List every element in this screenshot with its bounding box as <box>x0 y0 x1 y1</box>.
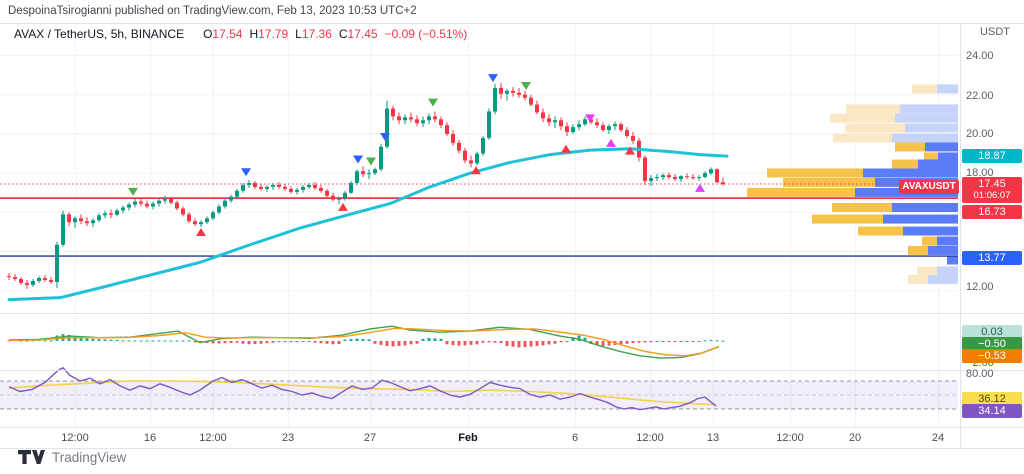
signal-markers <box>128 74 705 236</box>
gridlines <box>0 23 958 427</box>
high-label: H <box>249 27 259 41</box>
tradingview-logo-icon[interactable] <box>18 450 45 465</box>
price-badge: 0.03 <box>962 325 1022 339</box>
time-tick-label: 16 <box>143 432 157 444</box>
close-label: C <box>338 27 348 41</box>
red-up-marker <box>625 146 635 155</box>
time-tick-label: 12:00 <box>61 432 89 444</box>
price-badge: 36.12 <box>962 392 1022 406</box>
level-lines <box>0 183 958 257</box>
price-badge: −0.53 <box>962 349 1022 363</box>
red-up-marker <box>338 202 348 211</box>
magenta-up-marker <box>606 138 616 147</box>
time-tick-label: 20 <box>848 432 862 444</box>
footer: TradingView <box>18 450 126 465</box>
close-value: 17.45 <box>347 27 378 41</box>
time-tick-label: Feb <box>458 432 478 444</box>
macd-pane <box>7 325 725 359</box>
price-tick-label: 20.00 <box>966 128 994 140</box>
time-tick-label: 24 <box>931 432 945 444</box>
rsi-pane <box>8 366 717 411</box>
price-badge: 17.45 01:06:07 <box>962 177 1022 203</box>
pane-separators <box>0 23 1024 449</box>
green-down-marker <box>428 98 438 107</box>
price-badge: 16.73 <box>962 205 1022 219</box>
time-tick-label: 12:00 <box>636 432 664 444</box>
countdown-timer: 01:06:07 <box>973 190 1011 201</box>
legend: AVAX / TetherUS, 5h, BINANCE O17.54 H17.79… <box>14 27 467 41</box>
symbol-title[interactable]: AVAX / TetherUS, 5h, BINANCE <box>14 27 185 41</box>
green-down-marker <box>366 157 376 166</box>
red-up-marker <box>561 144 571 153</box>
time-tick-label: 12:00 <box>199 432 227 444</box>
magenta-down-marker <box>585 114 595 123</box>
magenta-up-marker <box>695 183 705 192</box>
open-value: 17.54 <box>212 27 243 41</box>
low-label: L <box>295 27 302 41</box>
blue-down-marker <box>488 74 498 83</box>
price-badge: 34.14 <box>962 404 1022 418</box>
green-down-marker <box>521 81 531 90</box>
ma-line <box>7 147 729 302</box>
attribution-text: DespoinaTsirogianni published on Trading… <box>0 0 1024 23</box>
price-axis-currency: USDT <box>980 26 1010 38</box>
blue-down-marker <box>241 168 251 177</box>
time-tick-label: 12:00 <box>776 432 804 444</box>
tradingview-brand-text[interactable]: TradingView <box>52 450 127 465</box>
red-up-marker <box>196 228 206 236</box>
open-label: O <box>203 27 213 41</box>
price-tick-label: 18.00 <box>966 167 994 179</box>
symbol-price-flag: AVAXUSDT <box>899 180 959 194</box>
blue-down-marker <box>353 155 363 164</box>
green-down-marker <box>128 187 138 196</box>
price-badge: 13.77 <box>962 251 1022 265</box>
rsi-band <box>0 380 958 410</box>
time-tick-label: 13 <box>706 432 720 444</box>
time-tick-label: 6 <box>571 432 579 444</box>
red-up-marker <box>471 166 481 175</box>
blue-down-marker <box>380 132 390 141</box>
price-tick-label: 22.00 <box>966 90 994 102</box>
low-value: 17.36 <box>301 27 332 41</box>
change-value: −0.09 (−0.51%) <box>384 27 468 41</box>
candles <box>7 83 725 289</box>
price-badge: 18.87 <box>962 149 1022 163</box>
price-badge: −0.50 <box>962 337 1022 351</box>
time-tick-label: 27 <box>363 432 377 444</box>
high-value: 17.79 <box>258 27 289 41</box>
time-tick-label: 23 <box>281 432 295 444</box>
price-tick-label: 24.00 <box>966 50 994 62</box>
price-tick-label: 12.00 <box>966 281 994 293</box>
price-tick-label: 80.00 <box>966 368 994 380</box>
